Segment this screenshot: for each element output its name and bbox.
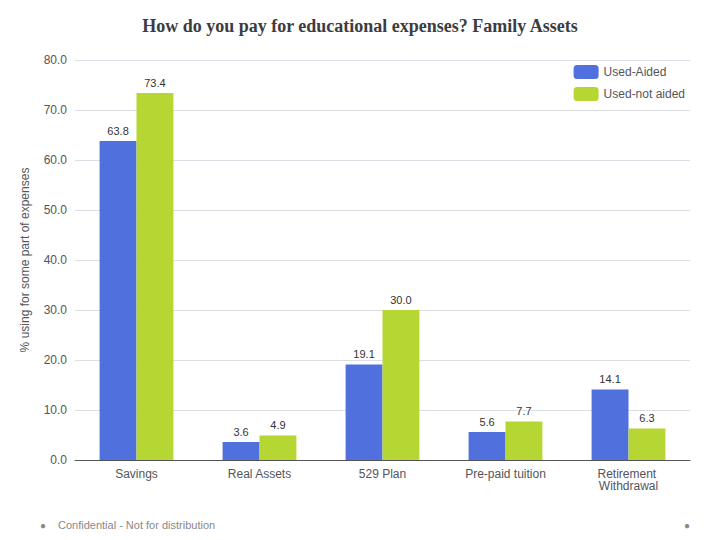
svg-text:50.0: 50.0 [44,203,68,217]
svg-text:How do you pay for educational: How do you pay for educational expenses?… [142,16,578,36]
svg-text:●: ● [40,520,46,531]
svg-text:7.7: 7.7 [516,405,531,417]
svg-text:Withdrawal: Withdrawal [599,479,658,493]
svg-text:Real Assets: Real Assets [228,467,291,481]
svg-text:63.8: 63.8 [107,125,128,137]
svg-text:30.0: 30.0 [390,294,411,306]
svg-text:0.0: 0.0 [50,453,67,467]
svg-text:80.0: 80.0 [44,53,68,67]
svg-text:Savings: Savings [115,467,158,481]
svg-text:60.0: 60.0 [44,153,68,167]
svg-text:14.1: 14.1 [599,373,620,385]
svg-text:Confidential - Not for distrib: Confidential - Not for distribution [58,519,215,531]
svg-text:19.1: 19.1 [353,348,374,360]
svg-text:Retirement: Retirement [597,467,660,481]
svg-text:10.0: 10.0 [44,403,68,417]
svg-text:30.0: 30.0 [44,303,68,317]
svg-text:% using for some part of expen: % using for some part of expenses [18,168,32,353]
svg-text:20.0: 20.0 [44,353,68,367]
svg-text:Used-not aided: Used-not aided [604,87,685,101]
svg-text:70.0: 70.0 [44,103,68,117]
svg-text:73.4: 73.4 [144,77,165,89]
svg-text:3.6: 3.6 [233,426,248,438]
svg-text:4.9: 4.9 [270,419,285,431]
svg-text:529 Plan: 529 Plan [359,467,406,481]
svg-text:6.3: 6.3 [639,412,654,424]
svg-text:40.0: 40.0 [44,253,68,267]
svg-text:●: ● [684,520,690,531]
svg-text:Pre-paid tuition: Pre-paid tuition [465,467,546,481]
svg-text:Used-Aided: Used-Aided [604,65,667,79]
svg-text:5.6: 5.6 [479,416,494,428]
